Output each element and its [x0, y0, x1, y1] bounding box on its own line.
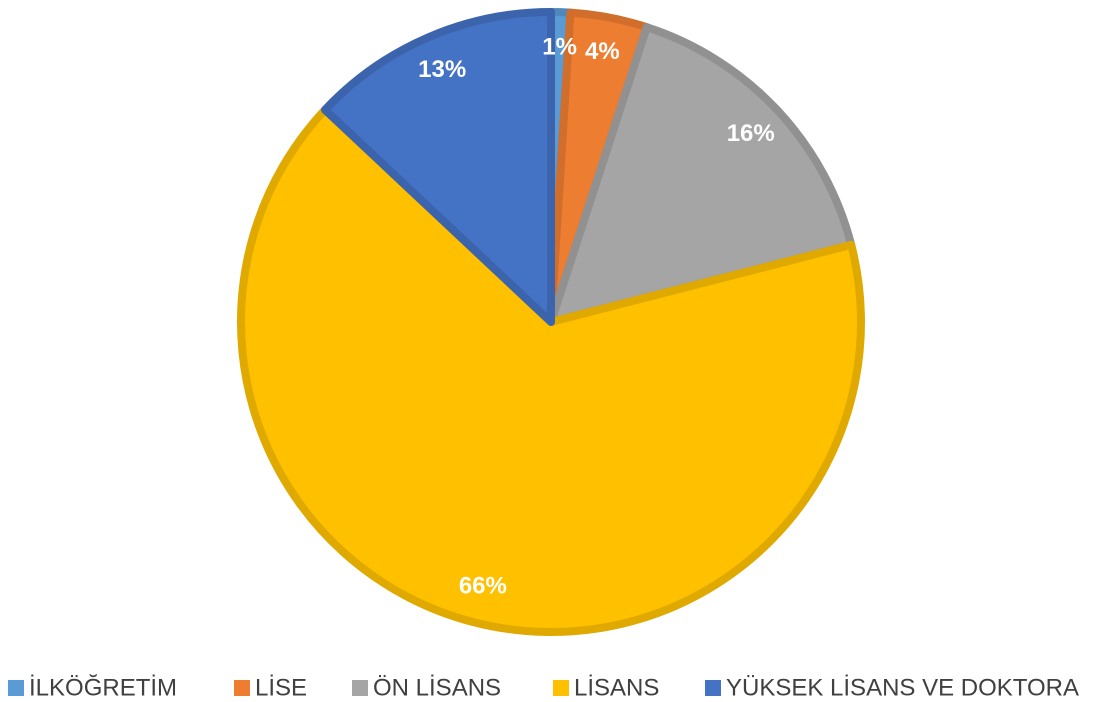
pie-slice	[321, 8, 555, 326]
data-label: 4%	[585, 38, 620, 65]
legend-label: YÜKSEK LİSANS VE DOKTORA	[726, 674, 1079, 701]
legend-swatch	[234, 680, 250, 696]
pie-slice	[237, 105, 865, 636]
legend-swatch	[8, 680, 24, 696]
legend-label: İLKÖĞRETİM	[29, 674, 177, 701]
legend-swatch	[705, 680, 721, 696]
legend-swatch	[352, 680, 368, 696]
legend-label: LİSANS	[574, 674, 659, 701]
data-label: 66%	[459, 573, 507, 600]
legend-swatch	[553, 680, 569, 696]
data-label: 16%	[727, 120, 775, 147]
legend-label: ÖN LİSANS	[373, 674, 501, 701]
legend-label: LİSE	[255, 674, 307, 701]
data-label: 13%	[418, 56, 466, 83]
data-label: 1%	[542, 33, 577, 60]
pie-slice	[547, 23, 856, 326]
